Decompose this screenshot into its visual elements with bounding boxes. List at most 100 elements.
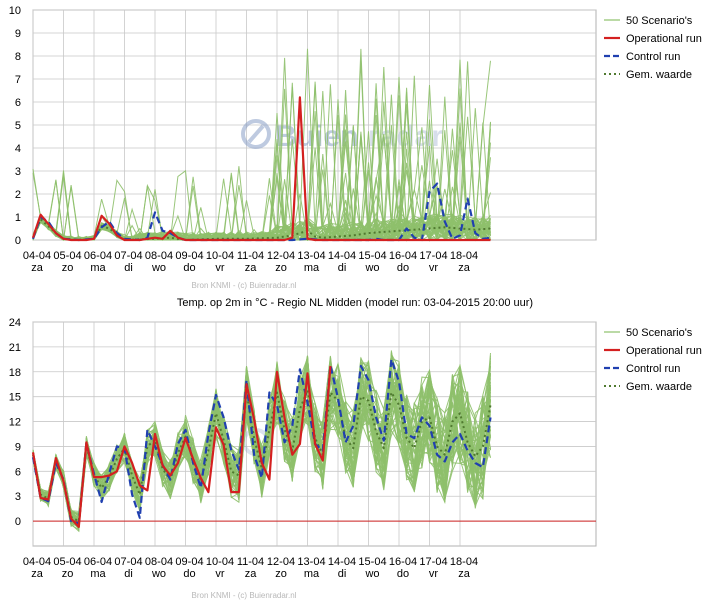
x-tick-day: zo bbox=[275, 568, 287, 580]
x-tick-day: vr bbox=[215, 568, 225, 580]
operational-run-line bbox=[31, 365, 332, 529]
x-tick-day: vr bbox=[215, 262, 225, 274]
x-tick-day: zo bbox=[275, 262, 287, 274]
temperature-axes: 0369121518212404-04za05-04zo06-04ma07-04… bbox=[9, 317, 478, 580]
x-tick-day: za bbox=[245, 568, 258, 580]
legend-label-mean: Gem. waarde bbox=[626, 381, 692, 393]
legend-label-operational: Operational run bbox=[626, 33, 702, 45]
precipitation-panel: Buien radar 01234567891004-04za05-04zo06… bbox=[9, 5, 702, 274]
x-tick-date: 06-04 bbox=[84, 250, 112, 262]
x-tick-date: 14-04 bbox=[328, 556, 356, 568]
x-tick-date: 16-04 bbox=[389, 556, 417, 568]
scenario-line bbox=[32, 355, 491, 529]
x-tick-day: zo bbox=[62, 568, 74, 580]
x-tick-day: za bbox=[31, 262, 44, 274]
x-tick-date: 11-04 bbox=[237, 250, 264, 262]
x-tick-day: di bbox=[124, 568, 133, 580]
x-tick-day: za bbox=[458, 262, 471, 274]
y-tick-label: 12 bbox=[9, 417, 21, 429]
x-tick-day: do bbox=[183, 262, 195, 274]
legend-label-operational: Operational run bbox=[626, 345, 702, 357]
y-tick-label: 1 bbox=[15, 212, 21, 224]
y-tick-label: 8 bbox=[15, 51, 21, 63]
x-tick-date: 04-04 bbox=[23, 556, 51, 568]
x-tick-day: ma bbox=[90, 262, 106, 274]
x-tick-date: 07-04 bbox=[114, 556, 142, 568]
legend-label-scenarios: 50 Scenario's bbox=[626, 15, 693, 27]
x-tick-day: vr bbox=[429, 568, 439, 580]
x-tick-date: 08-04 bbox=[145, 556, 173, 568]
y-tick-label: 0 bbox=[15, 235, 21, 247]
y-tick-label: 5 bbox=[15, 120, 21, 132]
legend-label-scenarios: 50 Scenario's bbox=[626, 327, 693, 339]
x-tick-date: 09-04 bbox=[175, 556, 203, 568]
x-tick-day: di bbox=[338, 262, 347, 274]
operational-run-line bbox=[31, 96, 491, 242]
main-series bbox=[31, 96, 491, 242]
x-tick-date: 15-04 bbox=[358, 556, 386, 568]
x-tick-day: wo bbox=[151, 568, 166, 580]
scenario-line bbox=[32, 214, 491, 241]
x-tick-date: 15-04 bbox=[358, 250, 386, 262]
main-series bbox=[31, 358, 492, 529]
buienradar-logo-icon bbox=[241, 119, 271, 149]
control-run-line bbox=[31, 358, 492, 525]
y-tick-label: 21 bbox=[9, 342, 21, 354]
x-tick-day: do bbox=[397, 262, 409, 274]
x-tick-date: 06-04 bbox=[84, 556, 112, 568]
scenario-lines bbox=[32, 350, 491, 533]
x-tick-date: 12-04 bbox=[267, 250, 295, 262]
temperature-chart-title: Temp. op 2m in °C - Regio NL Midden (mod… bbox=[177, 297, 533, 309]
x-tick-date: 18-04 bbox=[450, 250, 478, 262]
y-tick-label: 7 bbox=[15, 74, 21, 86]
y-tick-label: 10 bbox=[9, 5, 21, 17]
x-tick-day: za bbox=[31, 568, 44, 580]
x-tick-date: 17-04 bbox=[419, 556, 447, 568]
control-run-line bbox=[31, 182, 491, 242]
x-tick-date: 12-04 bbox=[267, 556, 295, 568]
precipitation-axes: 01234567891004-04za05-04zo06-04ma07-04di… bbox=[9, 5, 478, 274]
temperature-gridlines bbox=[32, 321, 597, 547]
x-tick-date: 18-04 bbox=[450, 556, 478, 568]
y-tick-label: 4 bbox=[15, 143, 21, 155]
x-tick-date: 10-04 bbox=[206, 250, 234, 262]
x-tick-date: 16-04 bbox=[389, 250, 417, 262]
legend-label-control: Control run bbox=[626, 51, 680, 63]
y-tick-label: 24 bbox=[9, 317, 21, 329]
x-tick-day: wo bbox=[364, 262, 379, 274]
x-tick-day: ma bbox=[90, 568, 106, 580]
legend-label-mean: Gem. waarde bbox=[626, 69, 692, 81]
x-tick-day: za bbox=[245, 262, 258, 274]
x-tick-day: wo bbox=[364, 568, 379, 580]
x-tick-date: 11-04 bbox=[237, 556, 264, 568]
x-tick-date: 05-04 bbox=[53, 556, 81, 568]
y-tick-label: 18 bbox=[9, 367, 21, 379]
precipitation-gridlines bbox=[32, 9, 597, 241]
y-tick-label: 15 bbox=[9, 392, 21, 404]
x-tick-day: ma bbox=[304, 568, 320, 580]
x-tick-day: za bbox=[458, 568, 471, 580]
x-tick-day: di bbox=[338, 568, 347, 580]
y-tick-label: 0 bbox=[15, 516, 21, 528]
y-tick-label: 2 bbox=[15, 189, 21, 201]
x-tick-day: ma bbox=[304, 262, 320, 274]
y-tick-label: 9 bbox=[15, 28, 21, 40]
x-tick-date: 13-04 bbox=[297, 250, 325, 262]
precipitation-legend: 50 Scenario's Operational run Control run G… bbox=[604, 15, 702, 81]
temperature-legend: 50 Scenario's Operational run Control run G… bbox=[604, 327, 702, 393]
x-tick-day: di bbox=[124, 262, 133, 274]
x-tick-date: 08-04 bbox=[145, 250, 173, 262]
x-tick-date: 04-04 bbox=[23, 250, 51, 262]
x-tick-date: 05-04 bbox=[53, 250, 81, 262]
source-credit: Bron KNMI - (c) Buienradar.nl bbox=[192, 591, 297, 600]
x-tick-date: 07-04 bbox=[114, 250, 142, 262]
x-tick-date: 13-04 bbox=[297, 556, 325, 568]
source-credit: Bron KNMI - (c) Buienradar.nl bbox=[192, 281, 297, 290]
x-tick-day: wo bbox=[151, 262, 166, 274]
x-tick-day: do bbox=[397, 568, 409, 580]
x-tick-day: zo bbox=[62, 262, 74, 274]
x-tick-date: 10-04 bbox=[206, 556, 234, 568]
y-tick-label: 9 bbox=[15, 441, 21, 453]
